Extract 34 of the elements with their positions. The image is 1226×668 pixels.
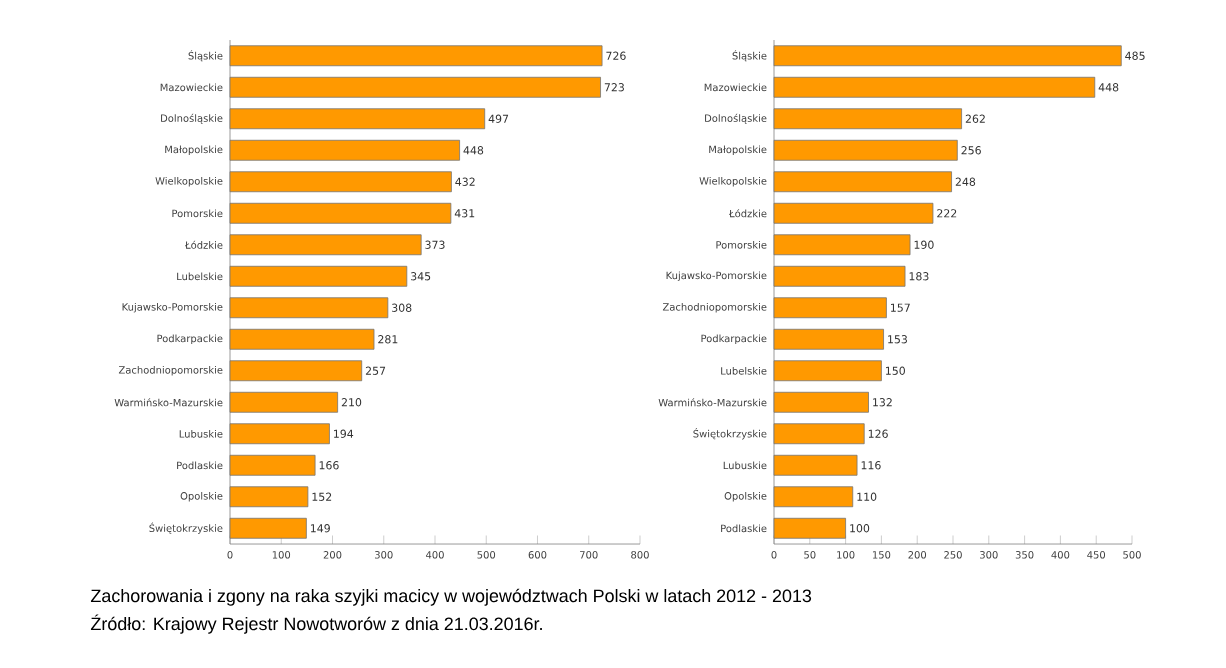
bar bbox=[229, 328, 375, 350]
bar bbox=[773, 265, 906, 287]
bar bbox=[773, 297, 887, 319]
bar bbox=[229, 234, 422, 256]
bar bbox=[773, 139, 958, 161]
bar bbox=[229, 45, 603, 67]
bar bbox=[229, 202, 452, 224]
bar bbox=[773, 391, 869, 413]
bar bbox=[229, 76, 601, 98]
bar bbox=[773, 328, 884, 350]
bar bbox=[229, 486, 309, 508]
bar bbox=[773, 45, 1122, 67]
bar bbox=[229, 391, 339, 413]
bar bbox=[229, 108, 486, 130]
bar bbox=[773, 108, 962, 130]
bar bbox=[229, 454, 316, 476]
bar bbox=[773, 486, 854, 508]
bar bbox=[773, 454, 858, 476]
bar bbox=[229, 360, 363, 382]
text: Źródło: Krajowy Rejestr Nowotworów z dnia 21.03.2016r. bbox=[90, 614, 542, 634]
bar bbox=[773, 234, 911, 256]
bar bbox=[229, 171, 452, 193]
text: Zachorowania i zgony na raka szyjki macicy w województwach Polski w latach 2012 - 2013 bbox=[90, 588, 812, 606]
bar bbox=[773, 360, 882, 382]
bar bbox=[773, 517, 847, 539]
bar bbox=[773, 423, 865, 445]
bar bbox=[229, 517, 307, 539]
bar bbox=[773, 171, 952, 193]
bar bbox=[229, 139, 460, 161]
bar bbox=[229, 265, 408, 287]
bar bbox=[229, 297, 389, 319]
bar bbox=[773, 202, 934, 224]
bar bbox=[773, 76, 1096, 98]
bar bbox=[229, 423, 330, 445]
